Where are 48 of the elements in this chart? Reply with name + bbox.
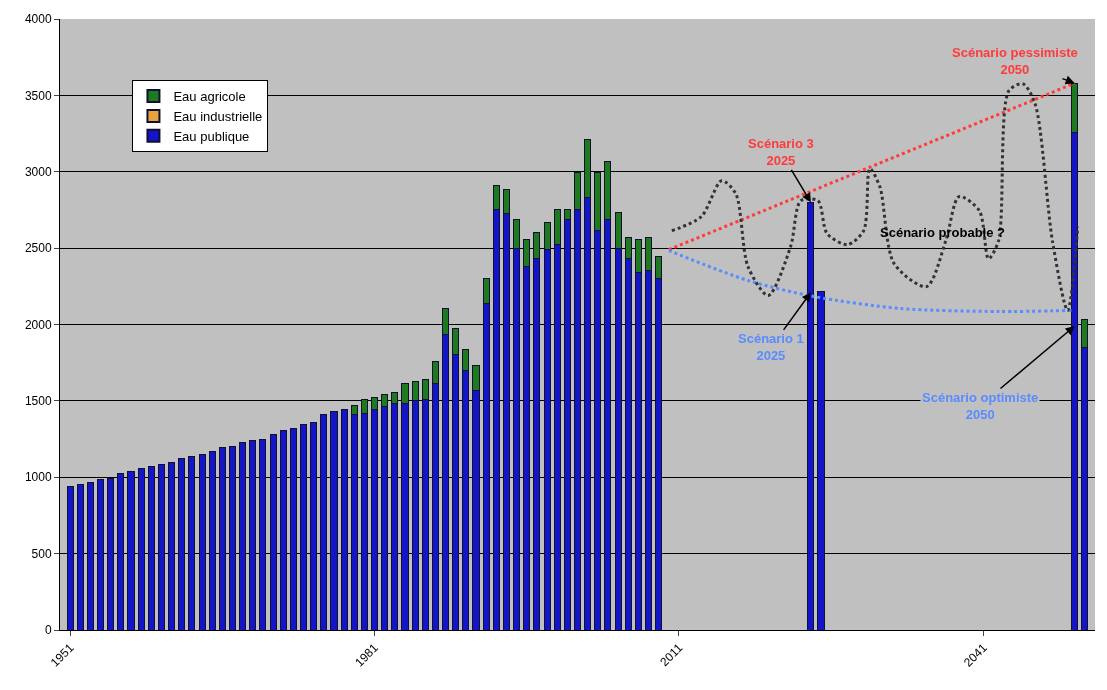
bar [117,473,125,630]
legend-label: Eau industrielle [173,109,263,125]
y-tick-label: 3000 [24,164,52,179]
bar [157,464,166,630]
y-tick-label: 1000 [24,470,52,485]
bar [137,468,145,630]
bar [76,483,84,630]
annotation: Scénario probable ? [880,225,1006,240]
annotation: Scénario 1 2025 [738,331,804,363]
bar [188,456,196,630]
bar [279,430,287,630]
line-series [670,82,1080,312]
bar [66,485,74,630]
y-tick-label: 2500 [24,241,52,256]
bar [107,477,115,630]
bar [147,466,155,630]
y-tick-label: 500 [31,546,52,561]
bar [178,458,186,630]
bar [310,422,318,630]
legend-label: Eau publique [173,128,250,144]
bar [259,438,267,630]
bar [289,427,297,630]
annotation: Scénario optimiste 2050 [922,390,1039,422]
bar [198,453,206,630]
bar [86,481,94,630]
bar [208,450,216,630]
y-tick-label: 0 [44,623,52,638]
bar [97,478,105,630]
annotation: Scénario pessimiste 2050 [952,45,1078,77]
bar [817,291,825,630]
bar [320,413,328,630]
y-tick-label: 2000 [24,317,52,332]
y-tick-label: 3500 [24,88,52,103]
bar [330,411,338,630]
legend-label: Eau agricole [173,89,246,105]
bar [299,424,308,630]
bar [218,447,226,630]
bar [239,442,247,630]
bar [249,439,257,630]
y-tick-label: 1500 [24,394,52,409]
annotation: Scénario 3 2025 [748,136,814,168]
y-tick-label: 4000 [24,12,52,27]
bar [228,445,237,630]
bar [127,471,135,630]
line-series [667,249,1074,314]
bar [168,462,176,630]
bar [269,433,277,630]
bar [340,409,348,630]
